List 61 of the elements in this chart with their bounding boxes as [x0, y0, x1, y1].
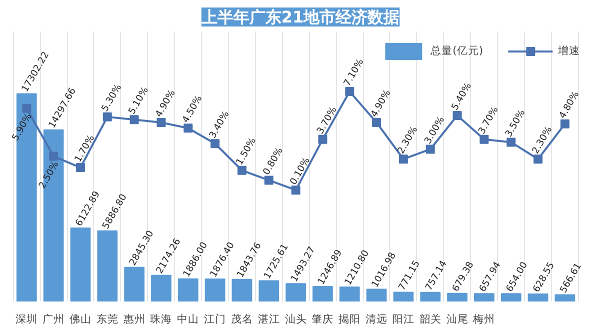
x-tick-label: 阳江	[392, 312, 414, 326]
x-tick-label: 肇庆	[312, 312, 334, 326]
x-tick-label: 佛山	[69, 312, 92, 326]
point	[560, 119, 570, 128]
point	[156, 118, 166, 127]
legend-label: 总量(亿元)	[430, 44, 483, 58]
bar	[366, 288, 387, 302]
x-tick-label: 珠海	[150, 312, 172, 326]
legend-label: 增速	[558, 44, 580, 58]
x-tick-label: 揭阳	[338, 312, 361, 326]
point	[345, 87, 354, 96]
bar	[474, 293, 494, 302]
point	[372, 118, 382, 127]
bar	[286, 283, 306, 302]
x-tick-label: 茂名	[230, 312, 253, 326]
point	[237, 166, 246, 175]
point	[452, 110, 462, 120]
bar	[554, 294, 576, 302]
point	[76, 163, 85, 172]
bar	[97, 230, 118, 302]
bar	[70, 228, 91, 302]
point	[264, 176, 274, 185]
point	[534, 154, 543, 164]
point	[210, 139, 220, 148]
point	[318, 134, 328, 144]
point	[49, 152, 58, 161]
bar	[151, 274, 172, 302]
x-tick-label: 湛江	[258, 312, 280, 326]
bar	[447, 292, 468, 302]
x-tick-label: 江门	[204, 312, 226, 326]
point	[480, 134, 489, 144]
x-tick-label: 深圳	[16, 312, 38, 326]
bar	[124, 266, 144, 302]
point	[130, 115, 139, 124]
bar	[528, 293, 548, 302]
x-tick-label: 东莞	[96, 312, 118, 326]
point	[22, 104, 32, 113]
x-tick-label: 汕头	[284, 312, 307, 326]
bar	[178, 278, 198, 302]
bar	[339, 286, 360, 302]
x-tick-label: 惠州	[122, 312, 146, 326]
x-tick-label: 汕尾	[446, 312, 468, 326]
point	[102, 112, 112, 122]
chart-title: 上半年广东21地市经济数据	[200, 8, 400, 26]
x-tick-label: 清远	[366, 312, 388, 326]
point	[291, 186, 300, 195]
bar	[204, 278, 226, 302]
x-tick-label: 中山	[177, 312, 200, 326]
bar	[500, 293, 522, 302]
x-tick-label: 广州	[42, 312, 65, 326]
x-tick-label: 韶关	[419, 312, 442, 326]
x-tick-label: 梅州	[472, 312, 496, 326]
point	[506, 138, 516, 147]
point	[184, 124, 193, 133]
bar	[393, 292, 414, 302]
bar	[232, 278, 252, 302]
bar	[258, 280, 280, 302]
bar	[420, 292, 441, 302]
bar	[312, 286, 333, 302]
point	[398, 154, 408, 164]
point	[426, 144, 435, 154]
